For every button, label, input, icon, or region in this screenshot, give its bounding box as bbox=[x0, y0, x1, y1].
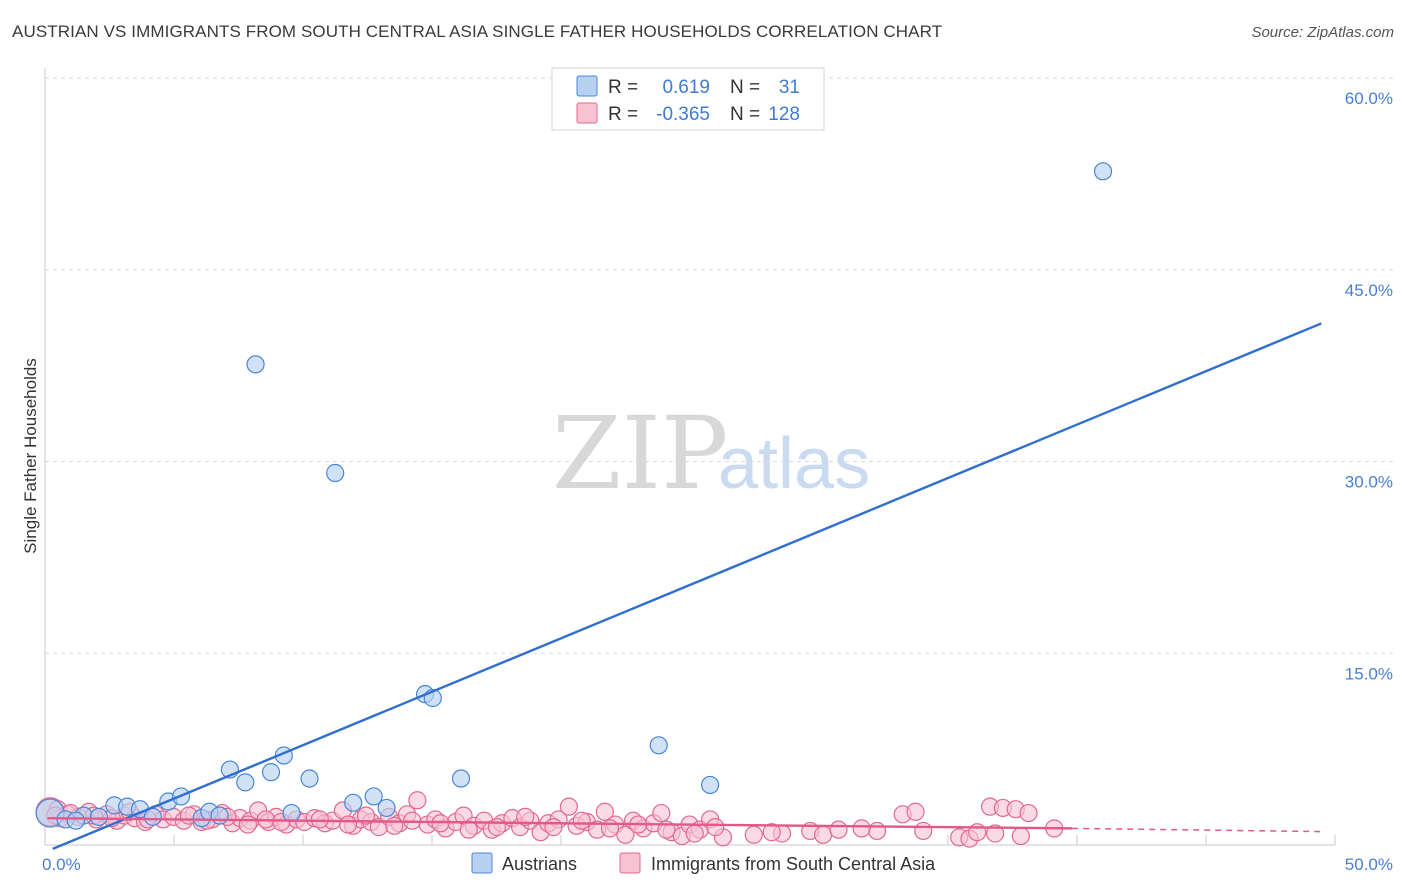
point-immigrants-110 bbox=[572, 811, 591, 830]
y-tick-label-45: 45.0% bbox=[1345, 281, 1393, 300]
point-immigrants-97 bbox=[238, 815, 257, 834]
legend-r-label-1: R = bbox=[608, 77, 638, 98]
point-immigrants-116 bbox=[744, 825, 763, 844]
point-immigrants-55 bbox=[559, 797, 578, 816]
point-austrians-29 bbox=[1093, 162, 1113, 181]
bottom-legend: Austrians Immigrants from South Central … bbox=[471, 852, 936, 874]
point-immigrants-39 bbox=[408, 791, 427, 810]
point-immigrants-108 bbox=[516, 807, 535, 826]
legend-r-value-2: -0.365 bbox=[656, 104, 710, 125]
point-austrians-15 bbox=[246, 355, 265, 374]
legend: R = 0.619 N = 31 R = -0.365 N = 128 bbox=[551, 67, 825, 131]
legend-r-label-2: R = bbox=[608, 104, 638, 125]
point-immigrants-101 bbox=[338, 815, 358, 834]
point-immigrants-76 bbox=[867, 821, 887, 841]
point-austrians-14 bbox=[236, 773, 255, 792]
point-austrians-3 bbox=[89, 807, 109, 826]
point-immigrants-79 bbox=[914, 821, 933, 841]
chart-source: Source: ZipAtlas.com bbox=[1251, 24, 1394, 41]
point-austrians-28 bbox=[701, 775, 720, 795]
point-austrians-16 bbox=[261, 763, 281, 782]
chart-title: AUSTRIAN VS IMMIGRANTS FROM SOUTH CENTRA… bbox=[12, 22, 943, 41]
point-immigrants-120 bbox=[986, 824, 1005, 843]
x-tick-label-50: 50.0% bbox=[1345, 855, 1393, 874]
watermark-zip: ZIP bbox=[552, 395, 728, 512]
legend-r-value-1: 0.619 bbox=[662, 77, 710, 98]
legend-swatch-austrians bbox=[576, 75, 598, 97]
point-austrians-22 bbox=[364, 787, 383, 806]
x-tick-label-0: 0.0% bbox=[42, 855, 81, 874]
point-austrians-20 bbox=[326, 463, 345, 483]
point-austrians-18 bbox=[282, 803, 301, 823]
point-immigrants-103 bbox=[385, 816, 404, 835]
point-austrians-19 bbox=[300, 769, 319, 788]
legend-swatch-immigrants bbox=[576, 102, 598, 124]
point-immigrants-85 bbox=[1019, 803, 1038, 823]
legend-n-value-1: 31 bbox=[779, 77, 800, 98]
bottom-legend-austrians: Austrians bbox=[502, 854, 577, 874]
trend-line-immigrants bbox=[47, 816, 1073, 830]
point-immigrants-102 bbox=[356, 806, 376, 825]
point-immigrants-74 bbox=[814, 825, 833, 844]
point-immigrants-78 bbox=[906, 802, 925, 821]
trend-lines bbox=[47, 322, 1322, 850]
y-tick-labels: 15.0% 30.0% 45.0% 60.0% bbox=[1345, 89, 1393, 683]
bottom-legend-immigrants: Immigrants from South Central Asia bbox=[651, 854, 936, 874]
point-immigrants-109 bbox=[544, 818, 563, 837]
point-austrians-26 bbox=[451, 769, 471, 788]
point-immigrants-117 bbox=[762, 823, 781, 842]
point-austrians-21 bbox=[344, 793, 363, 812]
watermark-atlas: atlas bbox=[718, 424, 870, 504]
point-immigrants-59 bbox=[595, 802, 614, 821]
point-immigrants-100 bbox=[310, 810, 329, 829]
point-immigrants-118 bbox=[852, 819, 871, 838]
point-austrians-12 bbox=[210, 806, 229, 825]
point-austrians-27 bbox=[649, 736, 668, 755]
legend-n-label-2: N = bbox=[730, 104, 760, 125]
point-austrians-23 bbox=[377, 798, 396, 818]
trend-line-austrians bbox=[52, 322, 1322, 850]
point-immigrants-107 bbox=[487, 818, 507, 837]
point-immigrants-65 bbox=[652, 803, 671, 823]
bottom-legend-swatch-immigrants bbox=[619, 852, 641, 874]
watermark: ZIP atlas bbox=[552, 395, 870, 512]
point-immigrants-75 bbox=[829, 820, 848, 839]
legend-n-label-1: N = bbox=[730, 77, 760, 98]
point-immigrants-111 bbox=[600, 819, 620, 838]
point-austrians-30 bbox=[66, 811, 85, 830]
point-immigrants-114 bbox=[685, 824, 704, 843]
y-axis-label: Single Father Households bbox=[21, 358, 40, 554]
point-immigrants-106 bbox=[459, 820, 478, 839]
legend-n-value-2: 128 bbox=[768, 104, 800, 125]
x-tick-labels: 0.0% 50.0% bbox=[42, 855, 1393, 874]
y-tick-label-30: 30.0% bbox=[1345, 473, 1393, 492]
y-tick-label-15: 15.0% bbox=[1345, 664, 1393, 683]
axes bbox=[44, 68, 1335, 846]
trend-line-immigrants-extension bbox=[1072, 827, 1322, 833]
point-immigrants-86 bbox=[1011, 826, 1030, 846]
point-immigrants-61 bbox=[616, 825, 635, 844]
bottom-legend-swatch-austrians bbox=[471, 852, 493, 874]
point-immigrants-115 bbox=[706, 818, 725, 837]
y-tick-label-60: 60.0% bbox=[1345, 89, 1393, 108]
